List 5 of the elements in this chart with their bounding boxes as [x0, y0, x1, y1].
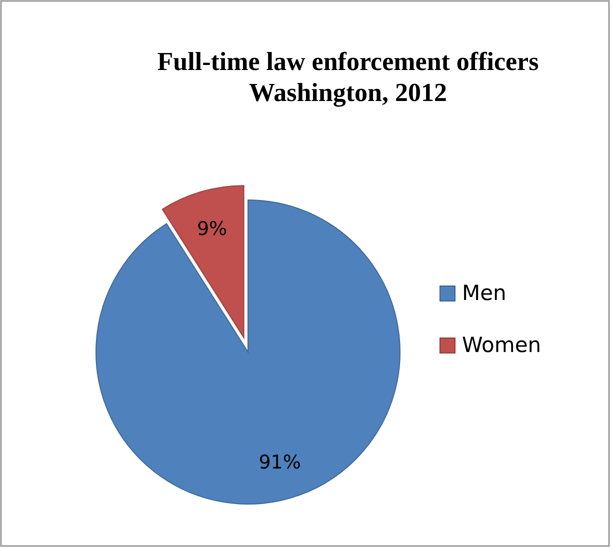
- data-label: 91%: [258, 451, 301, 474]
- chart-title: Full-time law enforcement officers Washington, 2012: [157, 47, 539, 107]
- data-label: 9%: [196, 218, 228, 240]
- legend-label: Men: [462, 281, 506, 305]
- legend-label: Women: [462, 333, 542, 357]
